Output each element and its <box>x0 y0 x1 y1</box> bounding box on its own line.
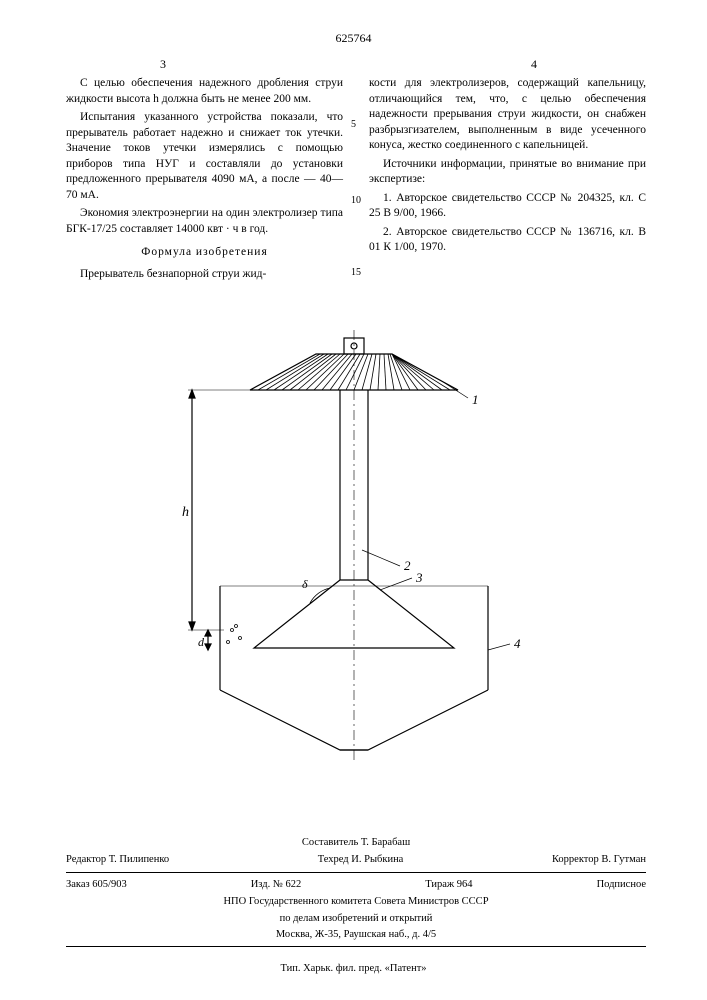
footer-order: Заказ 605/903 <box>66 878 127 892</box>
para-r1: кости для электролизеров, содержащий кап… <box>369 76 646 154</box>
page-num-left: 3 <box>160 56 166 72</box>
footer-credits: Редактор Т. Пилипенко Техред И. Рыбкина … <box>66 851 646 869</box>
page-num-right: 4 <box>531 56 537 72</box>
drawing-svg: h d δ 1 2 3 4 <box>0 330 707 780</box>
label-4: 4 <box>514 636 521 651</box>
document-number: 625764 <box>336 30 372 46</box>
footer-rule-1 <box>66 872 646 873</box>
para-l1: С целью обеспечения надежного дробления … <box>66 76 343 107</box>
leader-3 <box>380 578 412 590</box>
footer-rule-2 <box>66 946 646 947</box>
line-marker-15: 15 <box>351 266 361 280</box>
line-marker-5: 5 <box>351 118 356 132</box>
footer-printer: Тип. Харьк. фил. пред. «Патент» <box>280 962 426 976</box>
footer-block: Составитель Т. Барабаш Редактор Т. Пилип… <box>66 835 646 950</box>
label-3: 3 <box>415 570 423 585</box>
leader-4 <box>488 644 510 650</box>
line-marker-10: 10 <box>351 194 361 208</box>
para-l2: Испытания указанного устройства показали… <box>66 110 343 203</box>
label-delta: δ <box>302 577 308 591</box>
label-d: d <box>198 635 205 649</box>
droplets <box>227 625 242 644</box>
left-column: С целью обеспечения надежного дробления … <box>66 76 343 285</box>
para-l4: Прерыватель безнапорной струи жид- <box>66 267 343 283</box>
footer-editor: Редактор Т. Пилипенко <box>66 853 169 867</box>
footer-org3: Москва, Ж-35, Раушская наб., д. 4/5 <box>66 927 646 943</box>
text-columns: С целью обеспечения надежного дробления … <box>66 76 646 285</box>
para-r2: Источники информации, принятые во вниман… <box>369 157 646 188</box>
para-l3: Экономия электроэнергии на один электрол… <box>66 206 343 237</box>
footer-edition: Изд. № 622 <box>251 878 302 892</box>
label-h: h <box>182 505 189 520</box>
footer-techred: Техред И. Рыбкина <box>318 853 404 867</box>
footer-corrector: Корректор В. Гутман <box>552 853 646 867</box>
leader-1 <box>440 380 468 398</box>
footer-circulation: Тираж 964 <box>425 878 472 892</box>
para-r4: 2. Авторское свидетельство СССР № 136716… <box>369 225 646 256</box>
label-2: 2 <box>404 558 411 573</box>
technical-drawing: h d δ 1 2 3 4 <box>0 330 707 780</box>
label-1: 1 <box>472 392 479 407</box>
formula-title: Формула изобретения <box>66 245 343 261</box>
footer-subscription: Подписное <box>597 878 646 892</box>
footer-org1: НПО Государственного комитета Совета Мин… <box>66 894 646 910</box>
right-column: 5 10 15 кости для электролизеров, содерж… <box>369 76 646 285</box>
para-r3: 1. Авторское свидетельство СССР № 204325… <box>369 191 646 222</box>
footer-pubinfo: Заказ 605/903 Изд. № 622 Тираж 964 Подпи… <box>66 876 646 894</box>
footer-compiler: Составитель Т. Барабаш <box>66 835 646 851</box>
footer-org2: по делам изобретений и открытий <box>66 911 646 927</box>
